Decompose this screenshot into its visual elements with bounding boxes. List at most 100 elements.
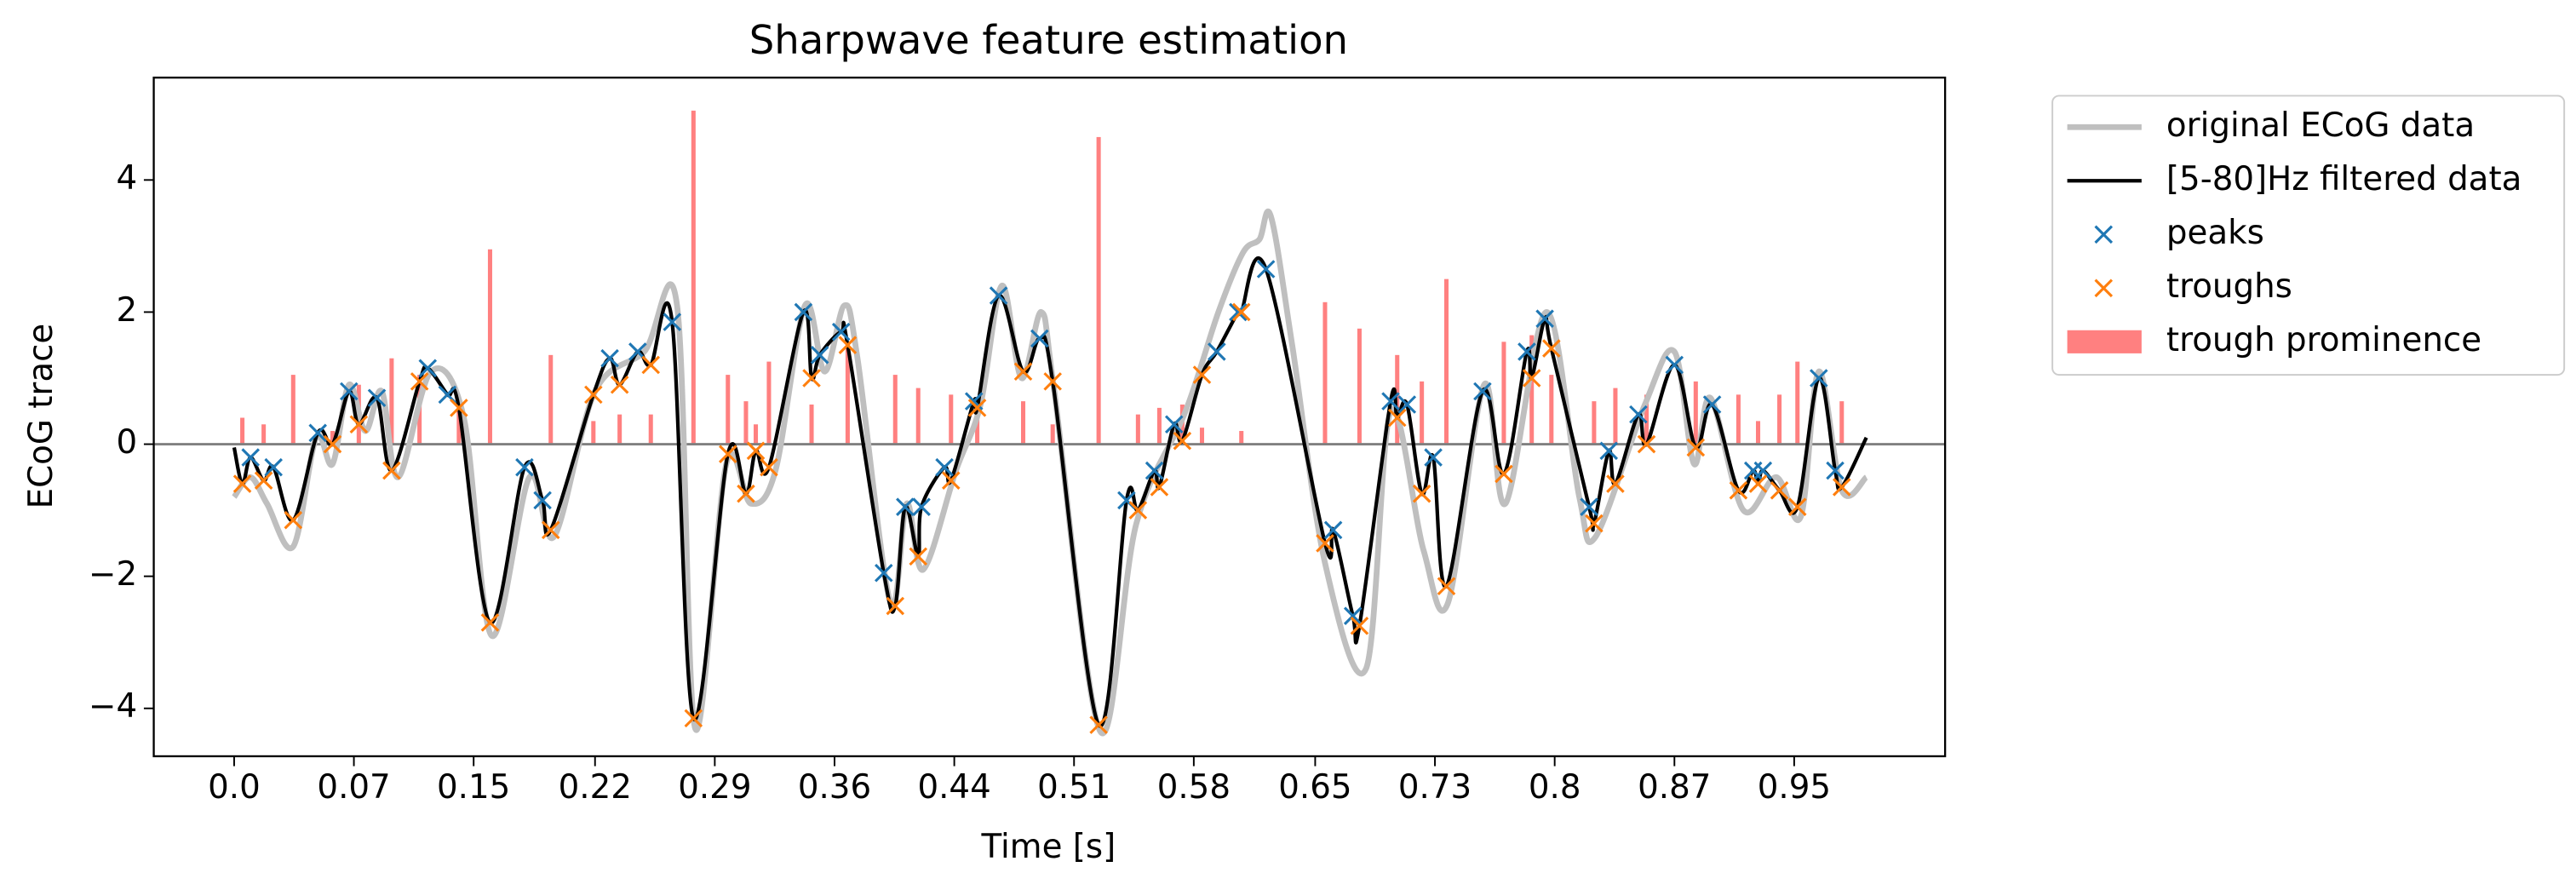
x-marker <box>1629 405 1648 424</box>
x-marker <box>935 457 954 477</box>
prominence-bar <box>1549 375 1554 445</box>
prominence-bar <box>1239 431 1244 445</box>
x-marker <box>1832 478 1851 497</box>
x-marker <box>584 385 603 405</box>
prominence-bar <box>1135 414 1140 445</box>
prominence-bar <box>240 417 245 445</box>
prominence-bar <box>1156 407 1162 445</box>
x-marker <box>1387 408 1407 428</box>
x-marker <box>1702 395 1722 414</box>
prominence-bar <box>1613 388 1618 445</box>
prominence-bar <box>261 424 267 445</box>
x-marker <box>323 434 342 454</box>
x-marker <box>746 441 766 461</box>
x-axis-label: Time [s] <box>981 828 1116 866</box>
prominence-bar <box>726 375 731 445</box>
x-marker <box>1542 339 1561 358</box>
prominence-bar <box>1199 428 1205 445</box>
y-tick-label: −2 <box>89 555 137 594</box>
x-marker <box>382 461 401 480</box>
x-marker <box>1397 395 1417 414</box>
trace-line <box>232 208 1869 737</box>
x-tick-label: 0.44 <box>917 768 990 807</box>
x-marker <box>450 399 468 417</box>
legend-handle <box>2067 330 2142 353</box>
y-tick-label: 2 <box>117 291 138 330</box>
x-marker <box>810 346 829 365</box>
prominence-bar <box>617 414 622 445</box>
x-marker <box>610 375 629 394</box>
x-marker <box>1599 441 1619 461</box>
x-marker <box>941 471 961 490</box>
prominence-bar <box>1529 335 1535 445</box>
x-marker <box>1770 481 1789 500</box>
y-tick-label: −4 <box>89 687 137 726</box>
x-marker <box>989 286 1008 305</box>
x-marker <box>1535 309 1554 328</box>
x-marker <box>600 348 619 368</box>
x-marker <box>967 399 987 417</box>
x-marker <box>1665 355 1684 375</box>
x-marker <box>1013 362 1033 382</box>
prominence-bar <box>1795 361 1800 445</box>
x-marker <box>1810 369 1828 388</box>
x-marker <box>1323 520 1343 540</box>
x-marker <box>1424 448 1443 467</box>
x-tick-label: 0.51 <box>1037 768 1110 807</box>
x-marker <box>349 415 369 434</box>
x-marker <box>1686 438 1706 457</box>
x-marker <box>515 457 534 477</box>
x-marker <box>1753 461 1773 480</box>
x-marker <box>1256 260 1276 278</box>
x-marker <box>1150 478 1169 497</box>
x-marker <box>838 336 858 354</box>
x-marker <box>760 457 778 477</box>
x-marker <box>1381 392 1400 411</box>
x-marker <box>684 709 703 728</box>
x-marker <box>1350 617 1369 635</box>
prominence-bar <box>1322 301 1328 445</box>
x-marker <box>1522 369 1541 388</box>
y-tick-label: 4 <box>117 159 138 198</box>
x-marker <box>1585 514 1604 533</box>
x-marker <box>340 382 359 401</box>
x-marker <box>1231 302 1251 322</box>
x-marker <box>909 547 928 566</box>
x-marker <box>912 497 931 516</box>
plot-area <box>153 110 1946 737</box>
x-marker <box>241 448 261 467</box>
x-marker <box>1637 434 1656 454</box>
x-marker <box>232 474 252 493</box>
prominence-bar <box>1357 328 1362 445</box>
x-tick-label: 0.07 <box>317 768 390 807</box>
x-marker <box>1173 431 1192 451</box>
x-marker <box>1580 497 1598 516</box>
x-marker <box>1748 474 1768 493</box>
x-tick-label: 0.29 <box>678 768 751 807</box>
x-marker <box>1729 481 1748 500</box>
x-marker <box>1192 365 1212 384</box>
legend-handle <box>2094 278 2114 298</box>
x-tick-label: 0.73 <box>1398 768 1472 807</box>
x-marker <box>663 313 682 331</box>
prominence-bar <box>1096 136 1101 445</box>
prominence-bar <box>1444 278 1449 445</box>
prominence-bar <box>591 421 596 445</box>
x-marker <box>1517 342 1536 361</box>
x-marker <box>284 510 303 530</box>
prominence-bar <box>1756 421 1761 445</box>
x-tick-label: 0.8 <box>1529 768 1581 807</box>
x-marker <box>1495 464 1513 484</box>
prominence-bar <box>1592 401 1597 445</box>
prominence-bar <box>456 411 462 445</box>
prominence-bar <box>1501 342 1506 445</box>
trace-line <box>232 256 1868 728</box>
prominence-bar <box>1021 401 1026 445</box>
x-tick-label: 0.0 <box>208 768 261 807</box>
legend-label: original ECoG data <box>2166 106 2475 145</box>
legend-box <box>2051 95 2566 376</box>
x-marker <box>264 457 283 477</box>
prominence-bar <box>766 361 772 445</box>
x-marker <box>480 613 500 632</box>
